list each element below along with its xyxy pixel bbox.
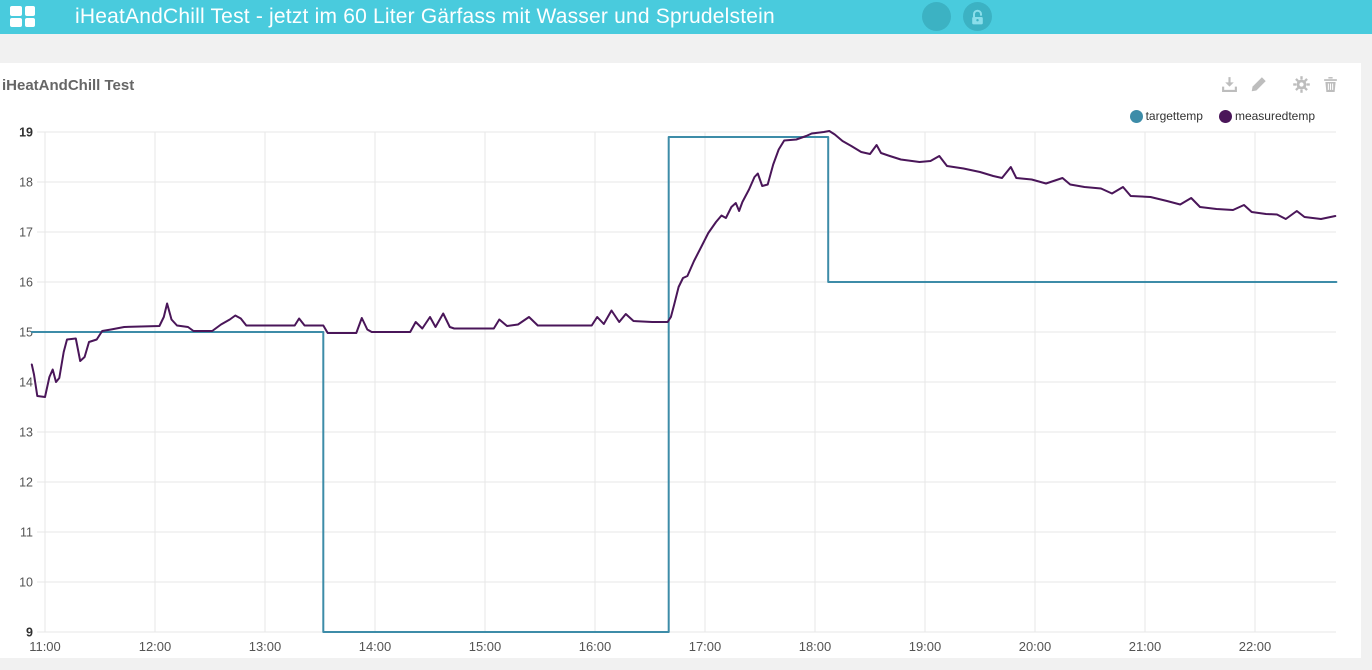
temperature-chart[interactable]: 19 18 17 16 15 14 13 12 11 10 9 11:00 12:00 13:00 14:0…	[0, 126, 1356, 657]
settings-gear-icon[interactable]	[1293, 76, 1310, 93]
y-tick-label: 17	[19, 226, 33, 240]
y-tick-label: 16	[19, 276, 33, 290]
y-tick-label: 14	[19, 376, 33, 390]
x-tick-label: 18:00	[799, 639, 832, 654]
x-tick-label: 12:00	[139, 639, 172, 654]
y-tick-label: 19	[19, 127, 33, 140]
series-line-measuredtemp	[30, 130, 1337, 398]
edit-icon[interactable]	[1250, 76, 1267, 93]
legend-item-targettemp[interactable]: targettemp	[1129, 109, 1203, 123]
x-tick-label: 11:00	[29, 639, 61, 654]
app-header: iHeatAndChill Test - jetzt im 60 Liter G…	[0, 0, 1372, 34]
legend-label-measuredtemp: measuredtemp	[1234, 109, 1315, 123]
widget-toolbar	[1209, 76, 1339, 93]
x-tick-label: 16:00	[579, 639, 612, 654]
x-tick-label: 15:00	[469, 639, 502, 654]
x-tick-label: 22:00	[1239, 639, 1272, 654]
chart-legend: targettemp measuredtemp	[1114, 109, 1315, 123]
y-tick-label: 13	[19, 426, 33, 440]
download-icon[interactable]	[1221, 76, 1238, 93]
y-tick-label: 12	[19, 476, 33, 490]
dashboard-grid-icon[interactable]	[10, 6, 36, 28]
delete-trash-icon[interactable]	[1322, 76, 1339, 93]
y-tick-label: 11	[20, 526, 33, 540]
header-circle-button[interactable]	[922, 2, 951, 31]
x-tick-label: 14:00	[359, 639, 392, 654]
y-tick-label: 18	[19, 176, 33, 190]
x-tick-label: 21:00	[1129, 639, 1162, 654]
widget-panel: iHeatAndChill Test	[0, 63, 1361, 658]
dashboard-title: iHeatAndChill Test - jetzt im 60 Liter G…	[75, 5, 775, 28]
y-tick-label: 15	[19, 326, 33, 340]
x-tick-label: 20:00	[1019, 639, 1052, 654]
series-line-targettemp	[30, 136, 1338, 633]
x-tick-label: 19:00	[909, 639, 942, 654]
lock-button[interactable]	[963, 2, 992, 31]
y-tick-label: 9	[26, 626, 33, 640]
x-tick-label: 13:00	[249, 639, 282, 654]
y-tick-label: 10	[19, 576, 33, 590]
legend-label-targettemp: targettemp	[1145, 109, 1203, 123]
chart-svg: 19 18 17 16 15 14 13 12 11 10 911:00 12:00 13:00 14:0…	[19, 126, 1338, 654]
unlock-icon	[972, 9, 983, 24]
x-tick-label: 17:00	[689, 639, 722, 654]
legend-item-measuredtemp[interactable]: measuredtemp	[1218, 109, 1315, 123]
measuredtemp-dot	[1218, 109, 1232, 123]
targettemp-dot	[1129, 109, 1143, 123]
widget-title: iHeatAndChill Test	[2, 77, 135, 94]
